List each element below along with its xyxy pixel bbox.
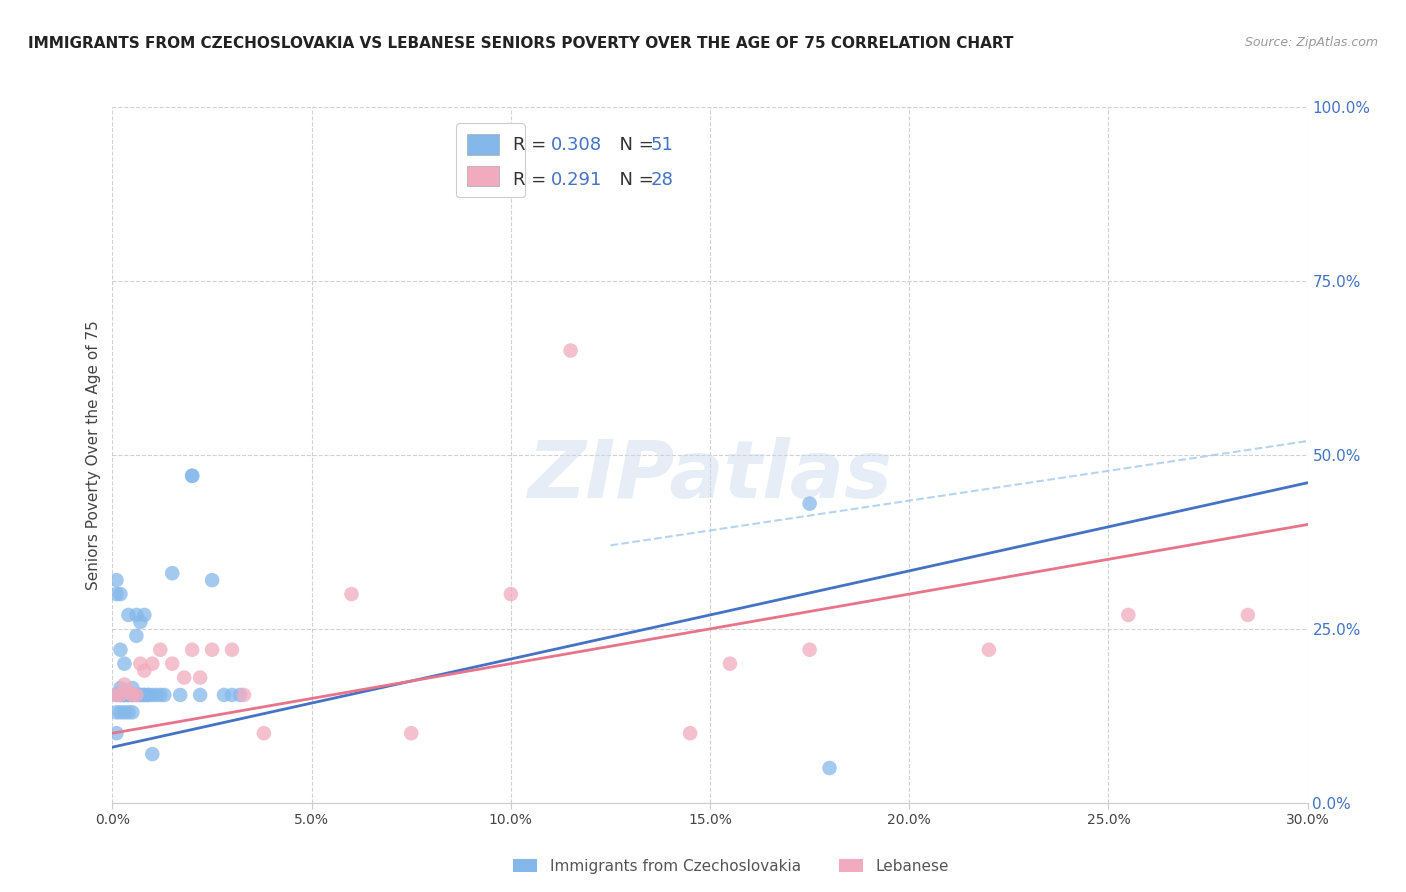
Point	[121, 688, 143, 702]
Point	[117, 684, 139, 698]
Point	[149, 642, 172, 657]
Point	[799, 497, 821, 511]
Point	[134, 688, 156, 702]
Text: R =: R =	[513, 136, 551, 154]
Point	[181, 468, 204, 483]
Point	[340, 587, 363, 601]
Text: 51: 51	[651, 136, 673, 154]
Point	[201, 642, 224, 657]
Point	[233, 688, 256, 702]
Point	[679, 726, 702, 740]
Point	[117, 706, 139, 720]
Point	[138, 688, 160, 702]
Point	[105, 688, 128, 702]
Point	[117, 688, 139, 702]
Point	[169, 688, 191, 702]
Point	[125, 688, 148, 702]
Point	[977, 642, 1000, 657]
Text: 28: 28	[651, 171, 673, 189]
Point	[110, 587, 132, 601]
Point	[1237, 607, 1260, 622]
Point	[125, 629, 148, 643]
Text: 0.308: 0.308	[551, 136, 602, 154]
Point	[125, 607, 148, 622]
Text: N =: N =	[609, 136, 659, 154]
Point	[129, 688, 152, 702]
Point	[114, 706, 135, 720]
Point	[560, 343, 582, 358]
Point	[229, 688, 252, 702]
Text: 0.291: 0.291	[551, 171, 602, 189]
Point	[114, 688, 135, 702]
Point	[173, 671, 195, 685]
Point	[110, 642, 132, 657]
Point	[401, 726, 423, 740]
Point	[141, 688, 163, 702]
Point	[105, 706, 128, 720]
Point	[105, 688, 128, 702]
Point	[110, 706, 132, 720]
Point	[181, 642, 204, 657]
Legend: Immigrants from Czechoslovakia, Lebanese: Immigrants from Czechoslovakia, Lebanese	[508, 853, 955, 880]
Point	[114, 657, 135, 671]
Y-axis label: Seniors Poverty Over the Age of 75: Seniors Poverty Over the Age of 75	[86, 320, 101, 590]
Point	[212, 688, 235, 702]
Point	[201, 573, 224, 587]
Point	[141, 747, 163, 761]
Point	[134, 664, 156, 678]
Point	[129, 688, 152, 702]
Point	[110, 688, 132, 702]
Point	[221, 688, 243, 702]
Point	[799, 642, 821, 657]
Legend: , : ,	[456, 123, 524, 197]
Point	[134, 688, 156, 702]
Point	[253, 726, 276, 740]
Point	[105, 587, 128, 601]
Point	[153, 688, 176, 702]
Point	[125, 688, 148, 702]
Point	[117, 688, 139, 702]
Point	[145, 688, 167, 702]
Point	[149, 688, 172, 702]
Point	[117, 607, 139, 622]
Point	[138, 688, 160, 702]
Point	[110, 688, 132, 702]
Point	[181, 468, 204, 483]
Point	[121, 706, 143, 720]
Point	[121, 688, 143, 702]
Text: IMMIGRANTS FROM CZECHOSLOVAKIA VS LEBANESE SENIORS POVERTY OVER THE AGE OF 75 CO: IMMIGRANTS FROM CZECHOSLOVAKIA VS LEBANE…	[28, 36, 1014, 51]
Point	[105, 573, 128, 587]
Point	[110, 688, 132, 702]
Text: R =: R =	[513, 171, 551, 189]
Point	[129, 615, 152, 629]
Point	[110, 681, 132, 695]
Point	[818, 761, 841, 775]
Point	[718, 657, 741, 671]
Point	[162, 657, 183, 671]
Point	[1118, 607, 1140, 622]
Point	[188, 671, 211, 685]
Point	[105, 726, 128, 740]
Point	[121, 681, 143, 695]
Text: N =: N =	[609, 171, 659, 189]
Point	[114, 677, 135, 691]
Point	[121, 688, 143, 702]
Point	[134, 607, 156, 622]
Point	[162, 566, 183, 581]
Point	[114, 688, 135, 702]
Text: ZIPatlas: ZIPatlas	[527, 437, 893, 515]
Point	[114, 688, 135, 702]
Point	[499, 587, 522, 601]
Point	[129, 657, 152, 671]
Text: Source: ZipAtlas.com: Source: ZipAtlas.com	[1244, 36, 1378, 49]
Point	[221, 642, 243, 657]
Point	[188, 688, 211, 702]
Point	[141, 657, 163, 671]
